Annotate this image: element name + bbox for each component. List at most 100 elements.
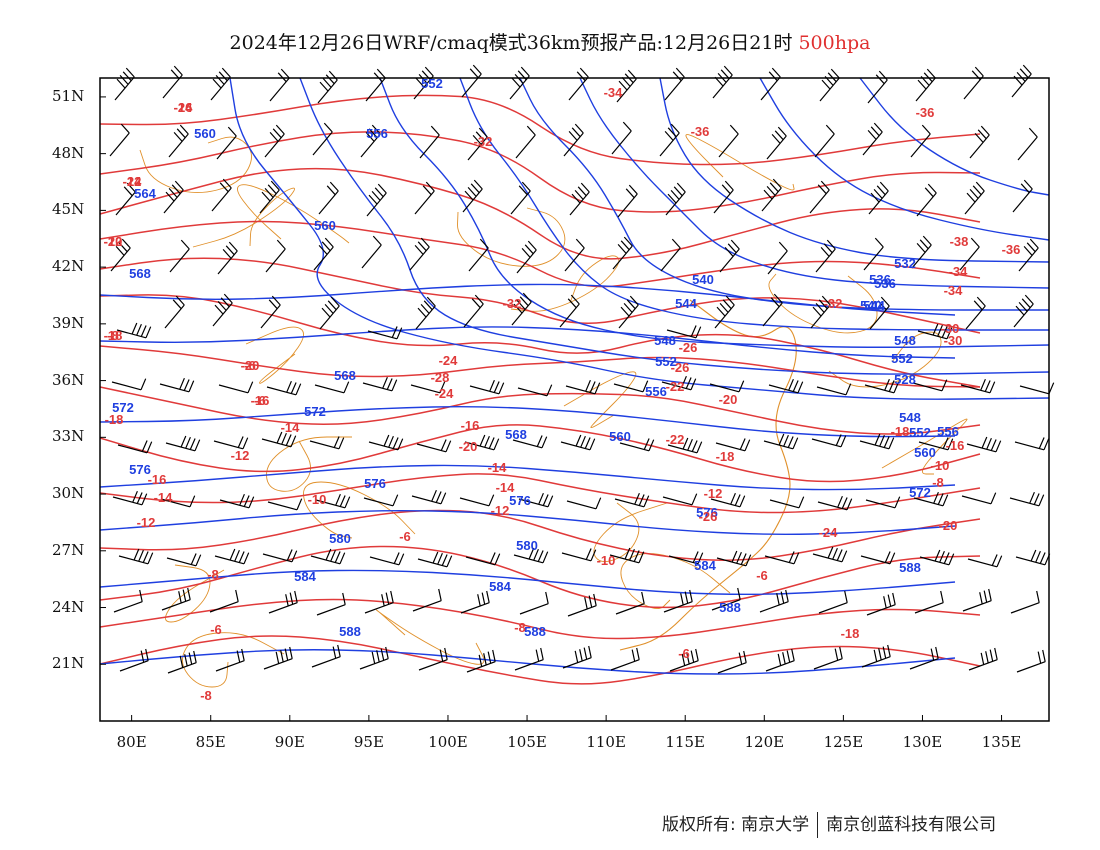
wind-barb (815, 239, 836, 273)
wind-barb (114, 67, 135, 101)
temperature-contour (99, 294, 981, 388)
wind-barb (668, 551, 704, 565)
wind-barb (969, 125, 990, 159)
lon-label: 105E (507, 733, 547, 751)
temperature-label: -26 (699, 509, 718, 524)
province-boundary (237, 184, 350, 244)
wind-barb (313, 237, 334, 271)
wind-barb (410, 381, 446, 394)
temperature-label: -6 (244, 358, 256, 373)
lat-label: 45N (52, 200, 85, 219)
lon-label: 120E (744, 733, 785, 751)
wind-barb (164, 295, 185, 329)
temperature-label: -14 (281, 420, 301, 435)
wind-barb (216, 126, 237, 160)
wind-barb (218, 381, 254, 394)
wind-barb (869, 296, 890, 330)
temperature-label: -18 (841, 626, 860, 641)
wind-barb (813, 646, 843, 670)
wind-barb (459, 494, 495, 507)
province-boundary (182, 632, 285, 688)
wind-barb (464, 434, 500, 451)
lon-label: 90E (274, 733, 305, 751)
wind-barb (564, 238, 585, 272)
wind-barb (568, 67, 589, 101)
height-label: 540 (692, 272, 714, 287)
wind-barb (866, 592, 896, 616)
wind-barb (518, 492, 554, 508)
province-boundary (593, 502, 668, 562)
lat-label: 36N (52, 370, 85, 389)
province-boundary (563, 371, 637, 428)
wind-barb (859, 433, 895, 450)
wind-barb (265, 239, 286, 273)
wind-barb (560, 434, 596, 451)
wind-barb (113, 589, 143, 613)
temperature-label: -10 (308, 492, 327, 507)
wind-barb (215, 648, 245, 672)
height-label: 560 (194, 126, 216, 141)
temperature-contour (99, 220, 981, 288)
wind-barb (115, 182, 136, 216)
wind-barb (661, 375, 697, 391)
wind-barb (512, 435, 548, 449)
title-main: 2024年12月26日WRF/cmaq模式36km预报产品:12月26日21时 (229, 32, 793, 54)
wind-barb (210, 67, 231, 101)
province-boundary (457, 207, 566, 267)
temperature-label: -36 (916, 105, 935, 120)
wind-barb (159, 377, 195, 393)
footer-copyright: 版权所有: 南京大学 (662, 815, 810, 835)
temperature-label: -12 (123, 174, 142, 189)
wind-barb (865, 496, 901, 509)
wind-barb (669, 648, 699, 672)
wind-barb (268, 590, 298, 614)
height-label: 560 (314, 218, 336, 233)
wind-barb (968, 647, 998, 671)
wind-barb (760, 67, 781, 101)
temperature-label: -6 (678, 646, 690, 661)
temperature-label: -24 (819, 525, 839, 540)
temperature-label: -26 (679, 340, 698, 355)
wind-barb (659, 123, 680, 157)
wind-barb (161, 587, 191, 611)
wind-barb (561, 548, 597, 562)
height-label: 576 (129, 462, 151, 477)
temperature-contours (99, 94, 981, 685)
wind-barb (612, 236, 633, 270)
wind-barb (868, 181, 889, 215)
lat-label: 30N (52, 484, 85, 503)
height-label: 552 (655, 354, 677, 369)
wind-barb (366, 183, 387, 217)
wind-barb (411, 489, 447, 505)
height-label: 572 (112, 400, 134, 415)
wind-barb (717, 650, 747, 674)
lon-label: 85E (195, 733, 226, 751)
wind-barb (718, 124, 739, 158)
height-contour (99, 464, 956, 491)
height-label: 568 (129, 266, 151, 281)
wind-barb (516, 240, 537, 274)
wind-barb (515, 125, 536, 159)
wind-barb (812, 546, 848, 563)
lat-label: 27N (52, 540, 85, 559)
lat-label: 42N (52, 257, 85, 276)
height-label: 572 (304, 404, 326, 419)
height-label: 580 (329, 531, 351, 546)
height-label: 572 (909, 485, 931, 500)
wind-barb (963, 66, 984, 100)
temperature-label: -14 (488, 460, 508, 475)
temperature-label: -22 (104, 234, 123, 249)
wind-barb (460, 590, 490, 614)
wind-barb (714, 295, 735, 329)
wind-barb (260, 295, 281, 329)
temperature-label: -10 (597, 553, 616, 568)
wind-barb (417, 551, 453, 568)
wind-barb (262, 549, 298, 563)
temperature-label: -10 (104, 234, 123, 249)
wind-barb (168, 124, 189, 158)
wind-barb (610, 647, 640, 671)
wind-barb (1013, 294, 1034, 328)
wind-barb (217, 241, 238, 275)
wind-barb (913, 491, 949, 507)
